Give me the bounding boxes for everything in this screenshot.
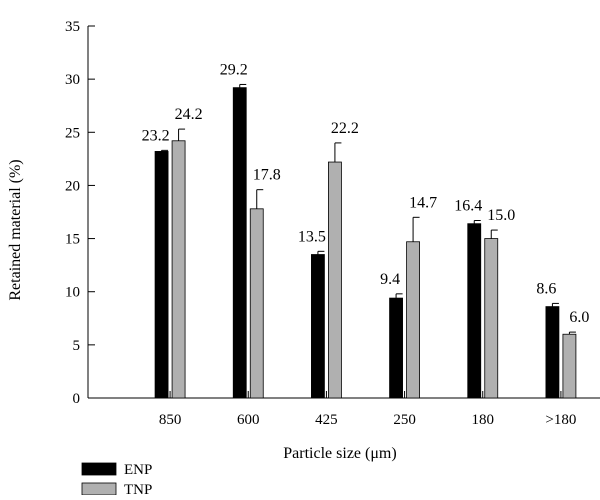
x-tick-label: 425 — [315, 412, 338, 428]
bar-enp — [545, 306, 560, 399]
data-label: 15.0 — [487, 207, 515, 224]
data-label: 29.2 — [220, 61, 248, 78]
y-axis-label: Retained material (%) — [7, 159, 24, 300]
bar-tnp — [249, 208, 264, 399]
y-tick-label: 30 — [65, 72, 80, 88]
x-tick-label: 180 — [471, 412, 494, 428]
data-label: 22.2 — [331, 120, 359, 137]
y-axis: 0 5 10 15 20 25 30 35 — [65, 19, 95, 407]
data-label: 24.2 — [175, 106, 203, 123]
x-tick-label: 250 — [393, 412, 416, 428]
legend-label-tnp: TNP — [124, 482, 152, 495]
y-tick-label: 15 — [65, 232, 80, 248]
legend: ENP TNP — [81, 462, 152, 498]
x-axis-label: Particle size (μm) — [283, 445, 396, 462]
legend-label-enp: ENP — [124, 462, 152, 478]
x-tick-label: 850 — [159, 412, 182, 428]
legend-swatch-enp — [81, 462, 117, 476]
bar-enp — [467, 223, 482, 399]
bar-tnp — [328, 161, 342, 399]
bars: 23.2 29.2 13.5 9.4 16.4 8.6 24.2 17.8 22.2 14.7 15… — [142, 61, 589, 399]
y-tick-label: 10 — [65, 285, 80, 301]
data-label: 23.2 — [142, 127, 170, 144]
bar-enp — [154, 151, 169, 399]
bar-tnp — [484, 238, 499, 399]
y-tick-label: 5 — [73, 338, 81, 354]
data-label: 6.0 — [569, 309, 589, 326]
bar-tnp — [562, 333, 577, 399]
bar-enp — [232, 87, 247, 399]
data-label: 8.6 — [536, 280, 556, 297]
data-label: 16.4 — [454, 198, 482, 215]
bar-tnp — [406, 241, 420, 399]
bar-enp — [311, 254, 325, 399]
bar-tnp — [171, 140, 186, 399]
legend-swatch-tnp — [81, 482, 117, 496]
x-tick-label: >180 — [545, 412, 576, 428]
x-axis: 850 600 425 250 180 >180 — [88, 391, 600, 428]
y-tick-label: 35 — [65, 19, 80, 35]
y-tick-label: 25 — [65, 125, 80, 141]
data-label: 13.5 — [298, 228, 326, 245]
x-tick-label: 600 — [237, 412, 260, 428]
data-label: 9.4 — [380, 271, 400, 288]
data-label: 17.8 — [253, 167, 281, 184]
data-label: 14.7 — [409, 194, 437, 211]
bar-enp — [389, 297, 403, 399]
y-tick-label: 0 — [73, 391, 81, 407]
y-tick-label: 20 — [65, 178, 80, 194]
